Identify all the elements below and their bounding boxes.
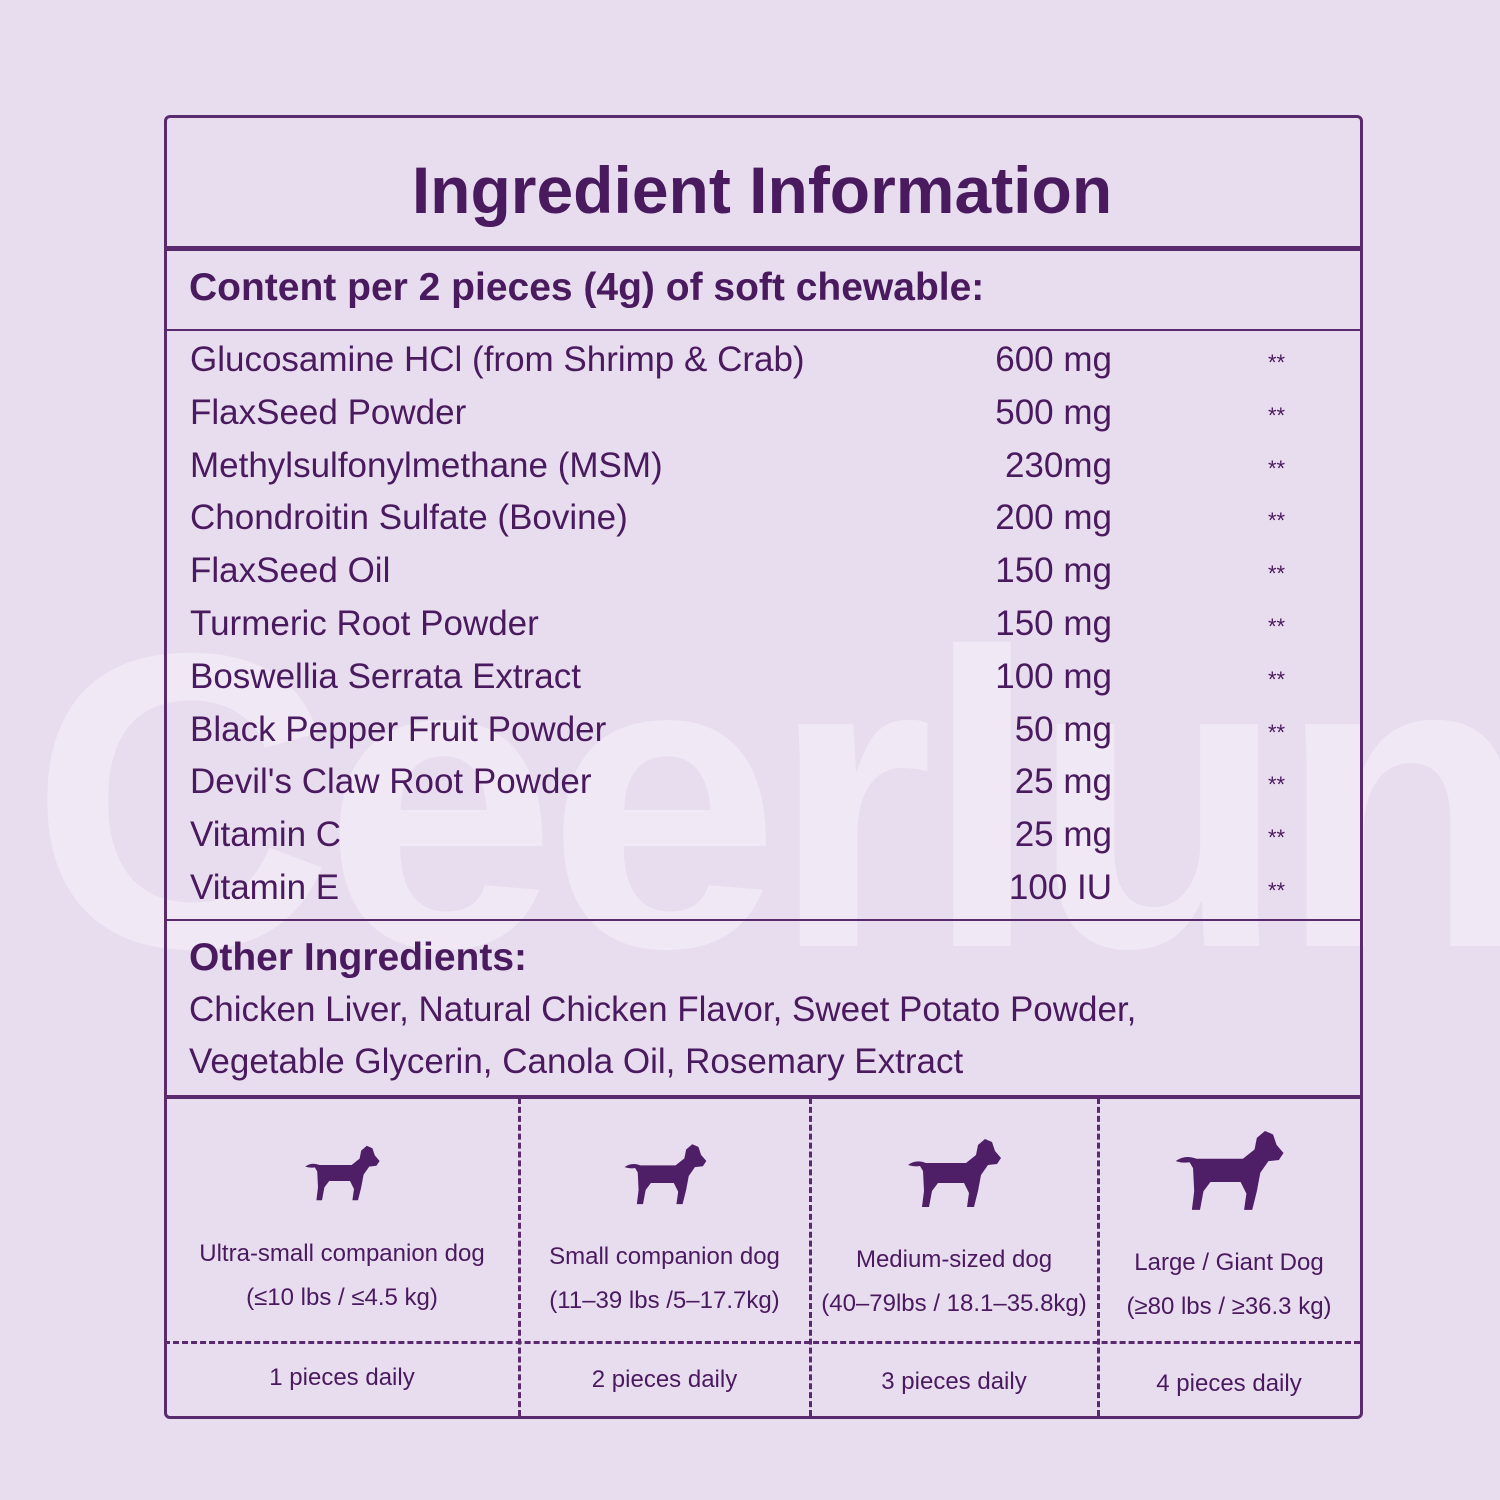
dose: 1 pieces daily xyxy=(269,1364,415,1391)
ingredient-amount: 200 mg xyxy=(995,498,1112,538)
label-box xyxy=(164,115,1363,1419)
dog-size: Ultra-small companion dog xyxy=(199,1240,485,1267)
divider xyxy=(164,919,1360,921)
divider xyxy=(164,1095,1360,1099)
ingredient-name: Turmeric Root Powder xyxy=(190,604,539,643)
ingredient-name: Devil's Claw Root Powder xyxy=(190,762,592,802)
dog-size: Medium-sized dog xyxy=(855,1246,1053,1273)
watermark: Ceerlun xyxy=(30,567,1500,1036)
ingredient-amount: 100 mg xyxy=(995,656,1112,696)
footnote-mark: ** xyxy=(1268,772,1286,798)
dog-shape xyxy=(624,1143,706,1204)
dog-shape xyxy=(908,1139,1001,1207)
dog-weight: (11–39 lbs /5–17.7kg) xyxy=(549,1287,780,1314)
dog-icon xyxy=(908,1139,1001,1207)
ingredient-amount: 600 mg xyxy=(995,340,1112,379)
ingredient-amount: 230mg xyxy=(1004,445,1112,485)
footnote-mark: ** xyxy=(1268,614,1286,639)
ingredient-name: Vitamin C xyxy=(190,815,342,855)
ingredient-name: Boswellia Serrata Extract xyxy=(190,656,581,696)
divider xyxy=(164,329,1360,331)
ingredient-amount: 25 mg xyxy=(1014,815,1112,855)
dog-shape xyxy=(305,1145,380,1201)
footnote-mark: ** xyxy=(1268,825,1286,851)
ingredient-amount: 25 mg xyxy=(1014,762,1112,802)
dog-weight: (≤10 lbs / ≤4.5 kg) xyxy=(246,1284,438,1311)
footnote-mark: ** xyxy=(1268,402,1286,428)
column-divider xyxy=(518,1098,521,1416)
ingredient-amount: 100 IU xyxy=(1008,868,1112,907)
divider xyxy=(164,246,1360,251)
ingredient-amount: 150 mg xyxy=(995,604,1112,643)
other-heading: Other Ingredients: xyxy=(189,936,528,979)
dog-weight: (40–79lbs / 18.1–35.8kg) xyxy=(821,1290,1087,1317)
other-ingredients: Chicken Liver, Natural Chicken Flavor, S… xyxy=(189,990,1137,1029)
ingredient-name: FlaxSeed Oil xyxy=(190,551,391,591)
column-divider xyxy=(809,1098,812,1416)
dog-icon xyxy=(1175,1131,1284,1211)
ingredient-name: Methylsulfonylmethane (MSM) xyxy=(190,445,663,485)
dog-icon xyxy=(624,1143,706,1204)
ingredient-name: Chondroitin Sulfate (Bovine) xyxy=(190,498,628,538)
footnote-mark: ** xyxy=(1268,561,1286,587)
dog-size: Large / Giant Dog xyxy=(1134,1249,1324,1276)
footnote-mark: ** xyxy=(1268,878,1286,903)
dose: 4 pieces daily xyxy=(1156,1370,1302,1397)
footnote-mark: ** xyxy=(1268,455,1286,481)
dose: 3 pieces daily xyxy=(881,1368,1027,1395)
content-header: Content per 2 pieces (4g) of soft chewab… xyxy=(189,266,985,309)
column-divider xyxy=(1097,1098,1100,1416)
ingredient-name: Vitamin E xyxy=(190,868,340,907)
divider xyxy=(164,1341,1360,1344)
dog-weight: (≥80 lbs / ≥36.3 kg) xyxy=(1126,1293,1332,1320)
ingredient-name: FlaxSeed Powder xyxy=(190,392,467,432)
footnote-mark: ** xyxy=(1268,508,1286,534)
footnote-mark: ** xyxy=(1268,666,1286,692)
footnote-mark: ** xyxy=(1268,719,1286,745)
dog-size: Small companion dog xyxy=(549,1243,780,1270)
dose: 2 pieces daily xyxy=(591,1366,738,1393)
ingredient-name: Glucosamine HCl (from Shrimp & Crab) xyxy=(190,340,805,379)
ingredient-name: Black Pepper Fruit Powder xyxy=(190,709,607,749)
dog-icon xyxy=(305,1145,380,1201)
dog-shape xyxy=(1175,1131,1284,1211)
ingredient-amount: 150 mg xyxy=(995,551,1112,591)
title: Ingredient Information xyxy=(411,153,1113,227)
ingredient-amount: 500 mg xyxy=(995,392,1112,432)
other-ingredients: Vegetable Glycerin, Canola Oil, Rosemary… xyxy=(189,1042,964,1081)
ingredient-amount: 50 mg xyxy=(1014,709,1112,749)
footnote-mark: ** xyxy=(1268,350,1286,375)
